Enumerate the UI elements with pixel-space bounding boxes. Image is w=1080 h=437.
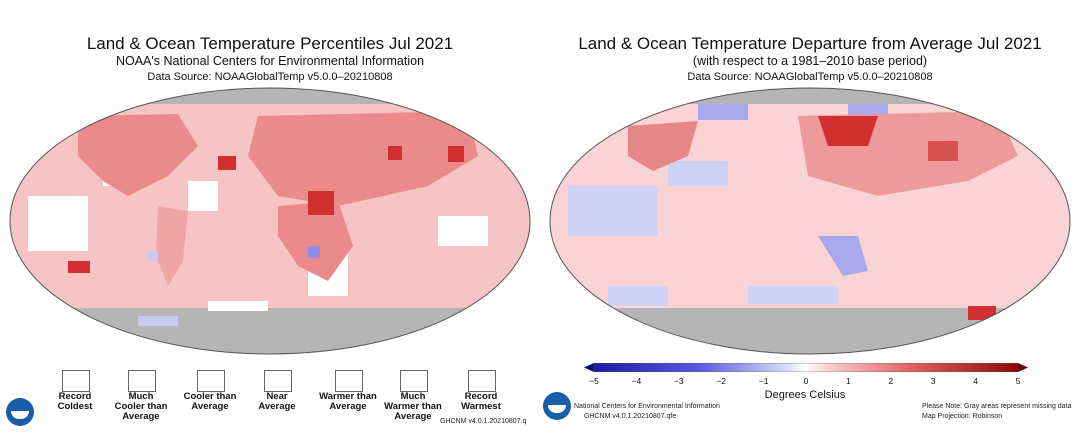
colorbar-tick: 4 bbox=[973, 376, 978, 386]
departure-title: Land & Ocean Temperature Departure from … bbox=[578, 34, 1042, 53]
legend-swatch-much-cooler bbox=[128, 370, 156, 392]
colorbar-tick: −5 bbox=[589, 376, 599, 386]
colorbar-tick: −3 bbox=[673, 376, 684, 386]
colorbar-tick: 3 bbox=[930, 376, 936, 386]
percentiles-subtitle: NOAA's National Centers for Environmenta… bbox=[115, 54, 425, 68]
percentiles-map bbox=[9, 87, 531, 355]
departure-source: Data Source: NOAAGlobalTemp v5.0.0–20210… bbox=[687, 71, 933, 83]
legend-label-record-warmest: Record Warmest bbox=[461, 391, 501, 412]
legend-label-much-cooler: Much Cooler than Average bbox=[114, 391, 168, 422]
percentiles-footnote: GHCNM v4.0.1.20210807.q bbox=[440, 418, 527, 425]
legend-swatch-record-coldest bbox=[62, 370, 90, 392]
legend-label-much-warmer: Much Warmer than Average bbox=[384, 391, 442, 422]
percentiles-title: Land & Ocean Temperature Percentiles Jul… bbox=[86, 34, 454, 53]
legend-swatch-much-warmer bbox=[400, 370, 428, 392]
ghcnm-version: GHCNM v4.0.1.20210807.qfe bbox=[584, 413, 677, 420]
departure-map bbox=[549, 87, 1071, 355]
colorbar bbox=[584, 363, 1028, 372]
legend-label-record-coldest: Record Coldest bbox=[57, 391, 93, 412]
departure-subtitle: (with respect to a 1981–2010 base period… bbox=[692, 54, 928, 68]
legend-swatch-cooler bbox=[197, 370, 225, 392]
projection-note: Map Projection: Robinson bbox=[922, 413, 1003, 420]
colorbar-tick: −1 bbox=[758, 376, 769, 386]
percentiles-panel: Land & Ocean Temperature Percentiles Jul… bbox=[6, 34, 531, 426]
colorbar-tick: −4 bbox=[631, 376, 642, 386]
legend-swatch-near-average bbox=[264, 370, 292, 392]
colorbar-tick: 1 bbox=[846, 376, 851, 386]
percentiles-source: Data Source: NOAAGlobalTemp v5.0.0–20210… bbox=[147, 71, 393, 83]
legend-label-cooler: Cooler than Average bbox=[183, 391, 237, 412]
legend-swatch-warmer bbox=[335, 370, 363, 392]
legend-label-near-average: Near Average bbox=[258, 391, 296, 412]
colorbar-tick: 5 bbox=[1015, 376, 1021, 386]
colorbar-unit-label: Degrees Celsius bbox=[764, 389, 846, 401]
noaa-logo-right-icon bbox=[543, 392, 571, 420]
noaa-logo-icon bbox=[6, 398, 34, 426]
colorbar-tick: −2 bbox=[716, 376, 727, 386]
legend-swatch-record-warmest bbox=[468, 370, 496, 392]
legend-label-warmer: Warmer than Average bbox=[319, 391, 377, 412]
colorbar-tick: 2 bbox=[888, 376, 894, 386]
ncei-credit: National Centers for Environmental Infor… bbox=[574, 403, 720, 410]
colorbar-tick: 0 bbox=[803, 376, 809, 386]
departure-panel: Land & Ocean Temperature Departure from … bbox=[540, 0, 1080, 437]
missing-data-note: Please Note: Gray areas represent missin… bbox=[922, 403, 1072, 410]
